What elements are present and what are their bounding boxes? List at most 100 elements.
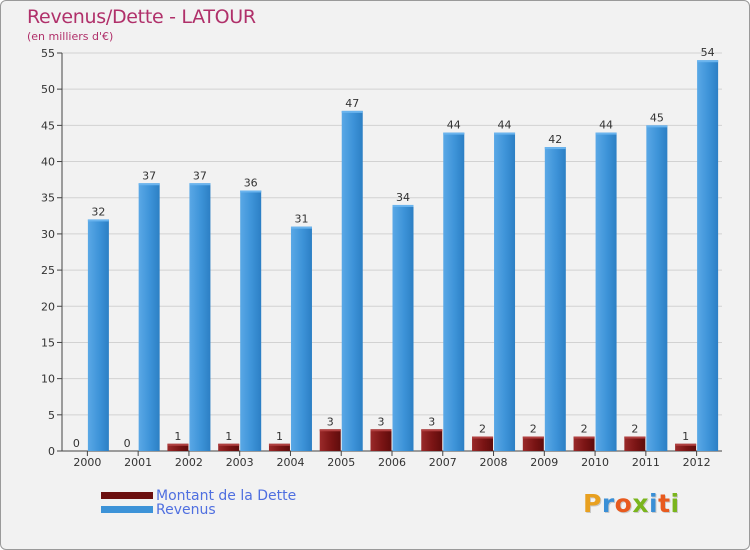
y-tick-label: 5	[48, 409, 55, 422]
bar-dette	[167, 443, 189, 451]
data-label-dette: 2	[479, 423, 486, 436]
y-tick-label: 25	[41, 264, 55, 277]
logo-letter: t	[658, 489, 671, 518]
bar-revenus-top	[544, 147, 566, 150]
proxiti-logo: Proxiti	[583, 489, 680, 518]
logo-letter: i	[670, 489, 680, 518]
bar-revenus-top	[697, 60, 719, 63]
logo-letter: P	[583, 489, 602, 518]
data-label-revenus: 36	[244, 176, 258, 189]
bar-dette	[319, 429, 341, 451]
data-label-revenus: 37	[142, 169, 156, 182]
bar-revenus-top	[240, 190, 262, 193]
data-label-dette: 1	[276, 430, 283, 443]
y-tick-label: 15	[41, 336, 55, 349]
data-label-dette: 1	[225, 430, 232, 443]
y-tick-label: 30	[41, 228, 55, 241]
x-tick-label: 2012	[683, 456, 711, 469]
data-label-revenus: 37	[193, 169, 207, 182]
data-label-revenus: 45	[650, 111, 664, 124]
data-label-dette: 2	[530, 423, 537, 436]
data-label-revenus: 31	[294, 213, 308, 226]
data-label-revenus: 34	[396, 191, 410, 204]
legend-swatch-revenus	[101, 506, 153, 513]
bar-revenus-top	[646, 125, 668, 128]
legend-swatch-dette	[101, 492, 153, 499]
bar-revenus	[544, 147, 566, 451]
bar-revenus	[494, 132, 516, 451]
bar-revenus-top	[392, 204, 414, 207]
y-tick-label: 45	[41, 119, 55, 132]
y-tick-label: 55	[41, 47, 55, 60]
bar-revenus	[443, 132, 465, 451]
x-tick-label: 2005	[327, 456, 355, 469]
bar-dette-top	[218, 443, 240, 446]
y-tick-label: 0	[48, 445, 55, 458]
bar-revenus	[290, 226, 312, 451]
data-label-dette: 2	[631, 423, 638, 436]
data-label-dette: 1	[682, 430, 689, 443]
logo-letter: r	[601, 489, 615, 518]
bar-dette	[522, 436, 544, 451]
bar-dette	[218, 443, 240, 451]
plot-area	[62, 53, 722, 451]
x-tick-label: 2003	[226, 456, 254, 469]
bar-revenus	[341, 110, 363, 452]
chart-subtitle: (en milliers d'€)	[27, 30, 114, 43]
data-label-dette: 3	[428, 415, 435, 428]
x-tick-label: 2002	[175, 456, 203, 469]
y-tick-label: 40	[41, 156, 55, 169]
bar-dette	[624, 436, 646, 451]
logo-letter: x	[632, 489, 649, 518]
bar-revenus	[240, 190, 262, 451]
data-label-dette: 1	[174, 430, 181, 443]
x-tick-label: 2009	[530, 456, 558, 469]
bar-dette-top	[472, 436, 494, 439]
bar-revenus	[646, 125, 668, 451]
x-tick-label: 2010	[581, 456, 609, 469]
bar-dette-top	[268, 443, 290, 446]
bar-dette-top	[370, 429, 392, 432]
logo-letter: i	[649, 489, 659, 518]
chart-title: Revenus/Dette - LATOUR	[27, 6, 256, 28]
bar-dette-top	[522, 436, 544, 439]
bar-dette-top	[421, 429, 443, 432]
x-tick-label: 2000	[73, 456, 101, 469]
data-label-dette: 2	[581, 423, 588, 436]
bar-dette-top	[319, 429, 341, 432]
bar-revenus	[87, 219, 109, 451]
x-tick-label: 2007	[429, 456, 457, 469]
x-tick-label: 2001	[124, 456, 152, 469]
bar-revenus-top	[595, 132, 617, 135]
bar-dette	[472, 436, 494, 451]
bar-dette	[573, 436, 595, 451]
x-tick-label: 2011	[632, 456, 660, 469]
y-tick-label: 10	[41, 373, 55, 386]
bar-revenus-top	[494, 132, 516, 135]
bar-dette	[268, 443, 290, 451]
bar-revenus-top	[290, 226, 312, 229]
bar-revenus-top	[341, 110, 363, 113]
data-label-dette: 3	[378, 415, 385, 428]
data-label-revenus: 54	[701, 46, 715, 59]
data-label-revenus: 47	[345, 97, 359, 110]
bar-revenus	[697, 60, 719, 452]
bar-dette-top	[573, 436, 595, 439]
legend-label-revenus: Revenus	[156, 502, 216, 518]
logo-letter: o	[614, 489, 633, 518]
bar-dette	[421, 429, 443, 451]
bar-revenus-top	[443, 132, 465, 135]
legend-label-dette: Montant de la Dette	[156, 488, 297, 504]
y-tick-label: 50	[41, 83, 55, 96]
data-label-revenus: 44	[447, 119, 461, 132]
x-tick-label: 2006	[378, 456, 406, 469]
bar-revenus	[595, 132, 617, 451]
y-tick-label: 35	[41, 192, 55, 205]
data-label-revenus: 44	[498, 119, 512, 132]
y-tick-label: 20	[41, 300, 55, 313]
bar-revenus-top	[87, 219, 109, 222]
bar-revenus-top	[138, 183, 160, 186]
bar-dette-top	[167, 443, 189, 446]
